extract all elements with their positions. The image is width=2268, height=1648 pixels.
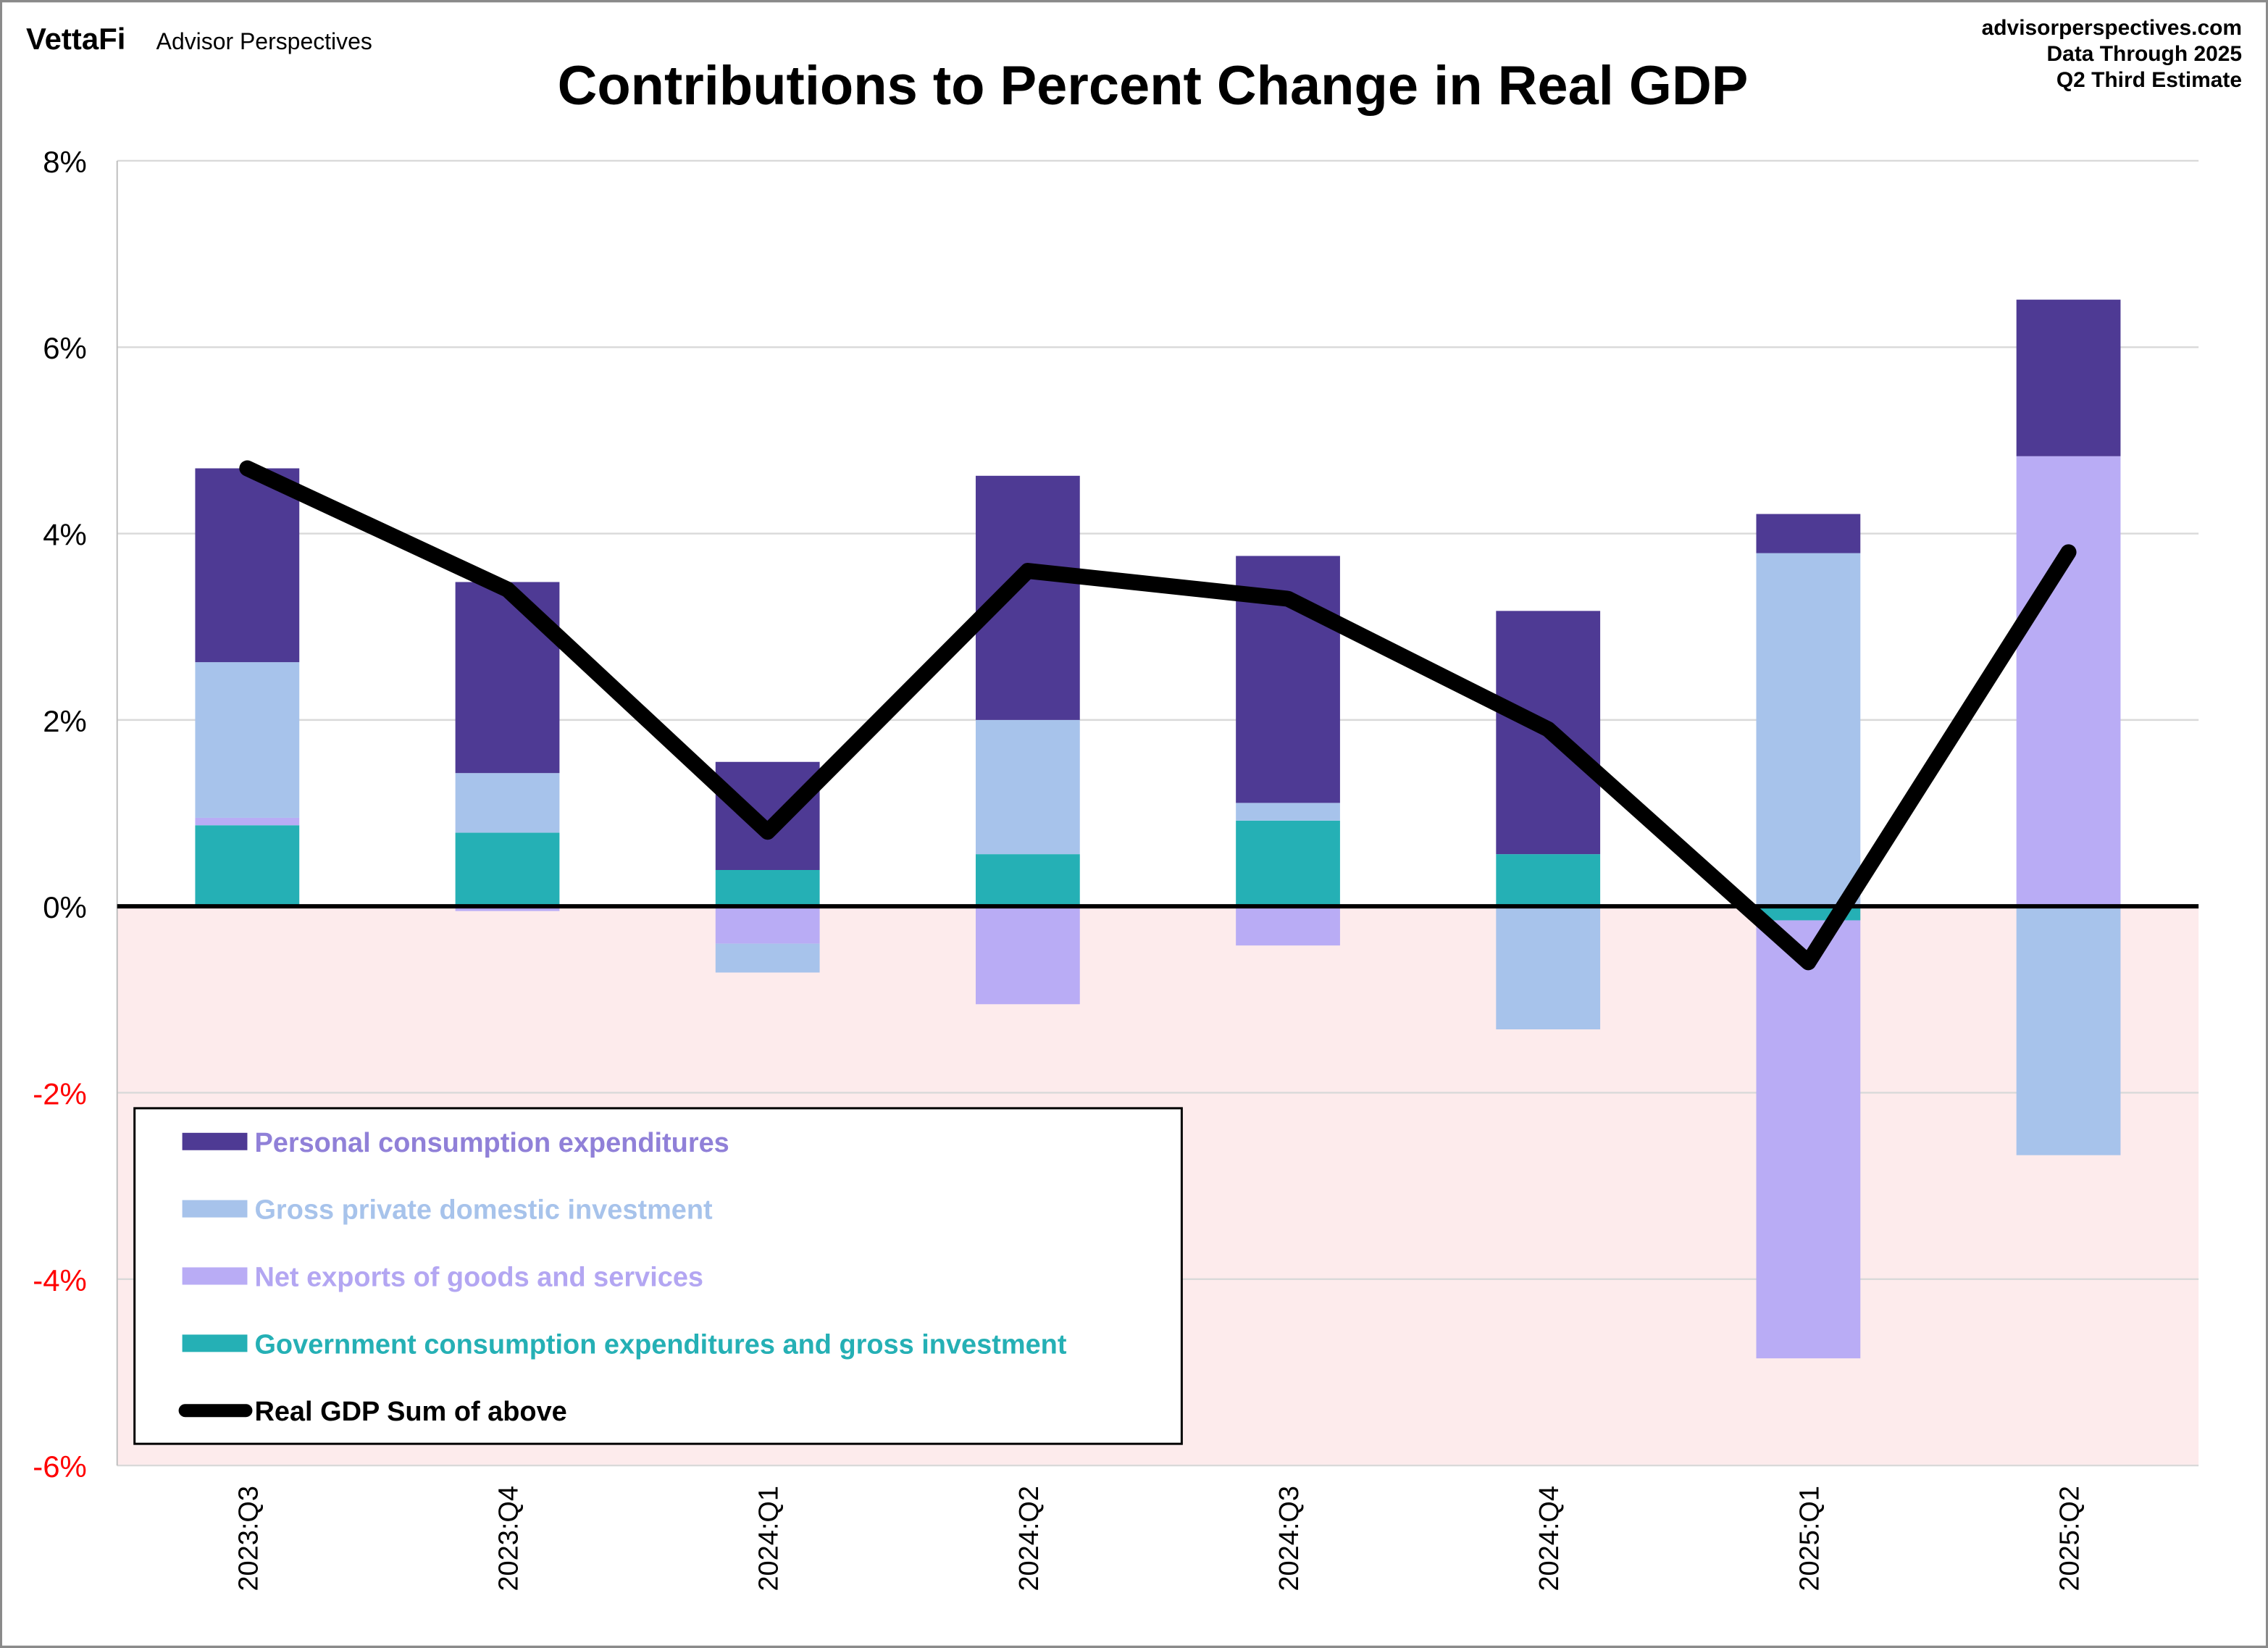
bar-segment: [1236, 906, 1340, 946]
legend-swatch: [182, 1334, 248, 1352]
x-tick-label: 2024:Q2: [1014, 1486, 1045, 1591]
bar-segment: [715, 870, 820, 907]
bar-segment: [975, 906, 1080, 1005]
bar-segment: [1756, 514, 1861, 553]
x-tick-label: 2024:Q4: [1534, 1486, 1565, 1591]
legend-label: Government consumption expenditures and …: [254, 1329, 1066, 1360]
legend-label: Net exports of goods and services: [254, 1262, 703, 1292]
bar-segment: [1236, 820, 1340, 907]
legend-label: Real GDP Sum of above: [254, 1397, 566, 1427]
data-estimate: Q2 Third Estimate: [2056, 68, 2242, 92]
legend-label: Personal consumption expenditures: [254, 1128, 729, 1158]
brand-logo: VettaFi: [26, 22, 125, 56]
bar-segment: [975, 719, 1080, 855]
y-tick-label: -4%: [33, 1263, 87, 1297]
legend-box: [133, 1107, 1183, 1445]
bar-segment: [195, 468, 300, 663]
bar-segment: [1756, 553, 1861, 907]
bar-segment: [195, 817, 300, 826]
site-url: advisorperspectives.com: [1982, 16, 2242, 40]
bar-segment: [455, 582, 560, 774]
y-tick-label: 4%: [43, 518, 87, 552]
x-tick-label: 2025:Q2: [2055, 1486, 2085, 1591]
legend-label: Gross private domestic investment: [254, 1195, 713, 1226]
bar-segment: [195, 825, 300, 907]
brand-subtitle: Advisor Perspectives: [156, 28, 372, 54]
legend: Personal consumption expenditures Gross p…: [133, 1107, 1183, 1445]
data-through: Data Through 2025: [2047, 42, 2243, 66]
bar-segment: [1496, 854, 1601, 907]
bar-segment: [2016, 299, 2121, 456]
x-tick-label: 2023:Q3: [233, 1486, 264, 1591]
y-tick-label: -6%: [33, 1450, 87, 1484]
bar-segment: [1236, 803, 1340, 821]
bar-segment: [975, 854, 1080, 907]
bar-segment: [2016, 906, 2121, 1155]
x-tick-label: 2024:Q3: [1274, 1486, 1305, 1591]
bar-segment: [715, 906, 820, 944]
bar-segment: [715, 943, 820, 973]
y-tick-label: 0%: [43, 890, 87, 924]
legend-swatch: [182, 1267, 248, 1285]
bar-segment: [455, 906, 560, 911]
y-tick-label: -2%: [33, 1076, 87, 1110]
y-tick-label: 8%: [43, 145, 87, 179]
bar-segment: [455, 832, 560, 907]
y-tick-label: 2%: [43, 704, 87, 738]
x-tick-label: 2024:Q1: [754, 1486, 784, 1591]
legend-swatch: [182, 1200, 248, 1218]
bar-segment: [715, 761, 820, 871]
bar-segment: [455, 773, 560, 833]
bar-segment: [195, 662, 300, 818]
x-tick-label: 2025:Q1: [1794, 1486, 1825, 1591]
gdp-line: [239, 460, 2077, 971]
x-tick-label: 2023:Q4: [493, 1486, 524, 1591]
bar-segment: [1496, 906, 1601, 1029]
legend-swatch: [182, 1132, 248, 1150]
bar-segment: [1756, 920, 1861, 1359]
chart-title: Contributions to Percent Change in Real …: [558, 55, 1749, 117]
bar-segment: [2016, 456, 2121, 907]
y-tick-label: 6%: [43, 331, 87, 365]
